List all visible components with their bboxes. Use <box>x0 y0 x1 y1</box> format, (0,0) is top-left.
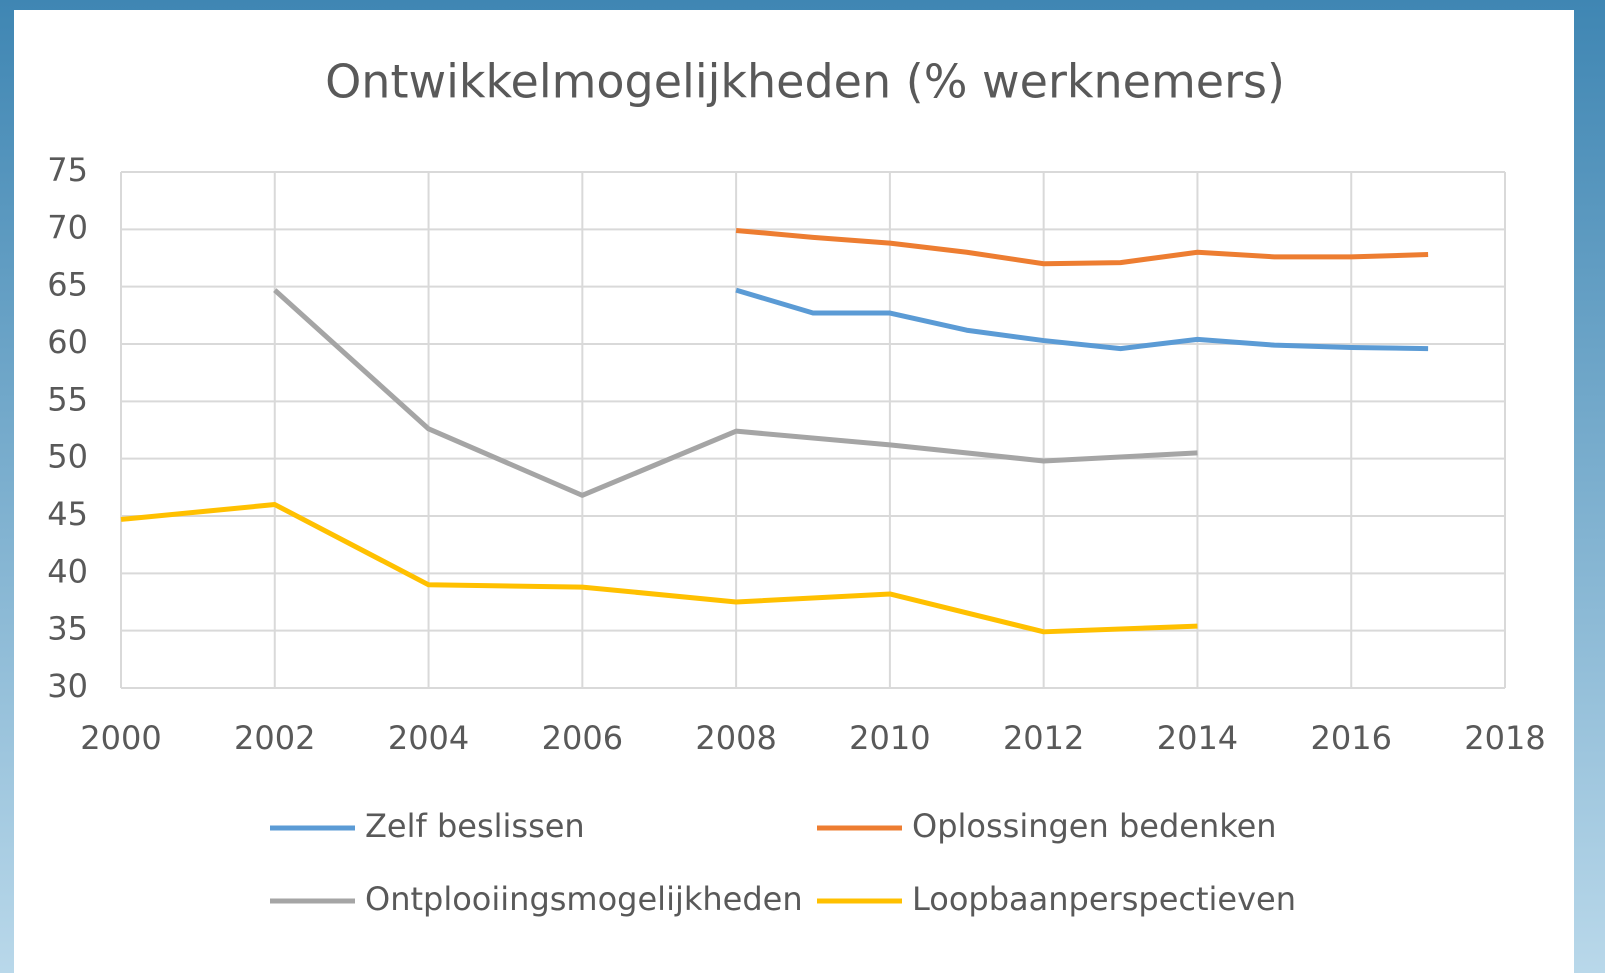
x-tick-label: 2014 <box>1157 719 1238 757</box>
x-tick-label: 2004 <box>388 719 469 757</box>
y-tick-label: 35 <box>47 610 88 648</box>
data-line <box>735 287 1429 352</box>
x-tick-label: 2002 <box>234 719 315 757</box>
y-tick-label: 70 <box>47 208 88 246</box>
data-line <box>120 502 1198 635</box>
x-tick-label: 2016 <box>1311 719 1392 757</box>
legend-label: Oplossingen bedenken <box>912 807 1277 845</box>
x-tick-label: 2006 <box>542 719 623 757</box>
data-line <box>735 227 1429 267</box>
y-tick-label: 45 <box>47 495 88 533</box>
x-tick-label: 2000 <box>80 719 161 757</box>
legend-label: Ontplooiingsmogelijkheden <box>365 880 803 918</box>
chart-title: Ontwikkelmogelijkheden (% werknemers) <box>325 55 1285 109</box>
legend-label: Loopbaanperspectieven <box>912 880 1296 918</box>
x-tick-label: 2008 <box>695 719 776 757</box>
y-tick-label: 75 <box>47 151 88 189</box>
chart-area <box>14 10 1574 973</box>
y-tick-label: 40 <box>47 552 88 590</box>
y-tick-label: 50 <box>47 438 88 476</box>
y-tick-label: 55 <box>47 380 88 418</box>
legend-label: Zelf beslissen <box>365 807 585 845</box>
y-tick-label: 60 <box>47 323 88 361</box>
x-tick-label: 2010 <box>849 719 930 757</box>
y-tick-label: 30 <box>47 667 88 705</box>
data-line <box>273 288 1198 498</box>
x-tick-label: 2012 <box>1003 719 1084 757</box>
y-tick-label: 65 <box>47 266 88 304</box>
x-tick-label: 2018 <box>1464 719 1545 757</box>
